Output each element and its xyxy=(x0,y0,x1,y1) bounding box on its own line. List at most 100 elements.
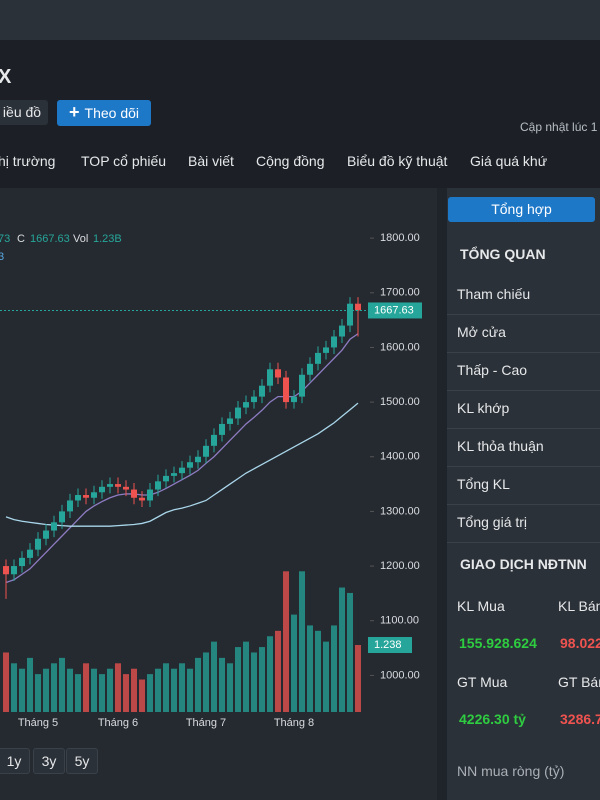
candle-body xyxy=(115,484,121,487)
follow-button[interactable]: + Theo dõi xyxy=(57,100,151,126)
candle-body xyxy=(3,566,9,575)
info-row: Tham chiếu xyxy=(447,276,600,315)
tab[interactable]: hị trường xyxy=(0,153,56,169)
candle-body xyxy=(171,473,177,476)
candle-body xyxy=(179,467,185,474)
x-tick-label: Tháng 7 xyxy=(186,717,226,729)
last-volume-label: 1.238 xyxy=(374,639,402,651)
range-button[interactable]: 1y xyxy=(0,748,30,774)
info-row: Tổng giá trị xyxy=(447,504,600,543)
row-label: Thấp - Cao xyxy=(457,362,528,378)
candle-body xyxy=(267,369,273,386)
y-tick-label: 1000.00 xyxy=(380,669,420,681)
label: KL Mua xyxy=(457,598,505,614)
chart-button[interactable]: iều đồ xyxy=(0,100,48,125)
legend-close: 1667.63 xyxy=(30,233,70,245)
info-row: Mở cửa xyxy=(447,314,600,353)
candle-body xyxy=(35,538,41,550)
candle-body xyxy=(27,549,33,558)
tab[interactable]: TOP cổ phiếu xyxy=(81,153,167,169)
value: 3286.7 xyxy=(560,711,600,727)
label: NN mua ròng (tỷ) xyxy=(457,763,565,779)
y-tick-label: 1500.00 xyxy=(380,396,420,408)
candle-body xyxy=(275,369,281,378)
y-tick-label: 1300.00 xyxy=(380,505,420,517)
volume-bar xyxy=(187,668,193,712)
legend-vol-label: Vol xyxy=(73,233,88,245)
candle-body xyxy=(43,530,49,539)
last-price-label: 1667.63 xyxy=(374,304,414,316)
volume-bar xyxy=(91,668,97,712)
candle-body xyxy=(195,456,201,463)
panel-tab[interactable]: Tổng hợp xyxy=(448,197,595,222)
info-row: KL khớp xyxy=(447,390,600,429)
candle-body xyxy=(75,495,81,501)
candle-body xyxy=(51,522,57,531)
range-button[interactable]: 3y xyxy=(33,748,65,774)
candle-body xyxy=(155,481,161,490)
candle-body xyxy=(83,495,89,498)
legend-vol: 1.23B xyxy=(93,233,122,245)
volume-bar xyxy=(83,663,89,712)
section-title: GIAO DỊCH NĐTNN xyxy=(460,556,587,572)
volume-bar xyxy=(243,641,249,712)
value: 98.022 xyxy=(560,635,600,651)
row-label: Tham chiếu xyxy=(457,286,531,302)
top-bar xyxy=(0,0,600,40)
volume-bar xyxy=(347,592,353,712)
volume-bar xyxy=(147,674,153,712)
volume-bar xyxy=(203,652,209,712)
candle-body xyxy=(91,492,97,498)
volume-bar xyxy=(227,663,233,712)
candle-body xyxy=(131,489,137,498)
candle-body xyxy=(235,407,241,419)
volume-bar xyxy=(3,652,9,712)
last-price-box xyxy=(368,302,422,319)
candle-body xyxy=(355,303,361,311)
tab[interactable]: Bài viết xyxy=(188,153,234,169)
range-button[interactable]: 5y xyxy=(66,748,98,774)
volume-bar xyxy=(171,668,177,712)
tab[interactable]: Giá quá khứ xyxy=(470,153,548,169)
tab[interactable]: Biểu đồ kỹ thuật xyxy=(347,153,448,169)
row-label: KL khớp xyxy=(457,400,510,416)
candle-body xyxy=(99,486,105,493)
volume-bar xyxy=(67,668,73,712)
volume-bar xyxy=(307,625,313,712)
candle-body xyxy=(139,497,145,501)
x-tick-label: Tháng 8 xyxy=(274,717,314,729)
volume-bar xyxy=(283,571,289,712)
ma-line xyxy=(5,402,359,527)
volume-bar xyxy=(251,652,257,712)
volume-bar xyxy=(315,630,321,712)
volume-bar xyxy=(323,641,329,712)
candle-body xyxy=(339,325,345,337)
volume-bar xyxy=(219,657,225,712)
volume-bar xyxy=(115,663,121,712)
candle-body xyxy=(331,336,337,348)
legend-prefix: 73 xyxy=(0,233,10,245)
volume-bar xyxy=(155,668,161,712)
candle-body xyxy=(123,486,129,490)
legend-close-label: C xyxy=(17,233,25,245)
x-tick-label: Tháng 6 xyxy=(98,717,138,729)
candle-body xyxy=(323,347,329,353)
row-label: Mở cửa xyxy=(457,324,506,340)
candle-body xyxy=(107,484,113,487)
volume-bar xyxy=(355,645,361,712)
y-tick-label: 1700.00 xyxy=(380,287,420,299)
volume-bar xyxy=(59,657,65,712)
y-tick-label: 1400.00 xyxy=(380,451,420,463)
volume-bar xyxy=(259,647,265,712)
tab[interactable]: Cộng đồng xyxy=(256,153,325,169)
candle-body xyxy=(67,500,73,512)
candle-body xyxy=(243,402,249,408)
value: 4226.30 tỷ xyxy=(459,711,526,727)
volume-bar xyxy=(99,674,105,712)
candle-body xyxy=(211,434,217,446)
candle-body xyxy=(307,363,313,375)
candle-body xyxy=(59,511,65,523)
volume-bar xyxy=(43,668,49,712)
volume-bar xyxy=(51,663,57,712)
candle-body xyxy=(187,462,193,468)
